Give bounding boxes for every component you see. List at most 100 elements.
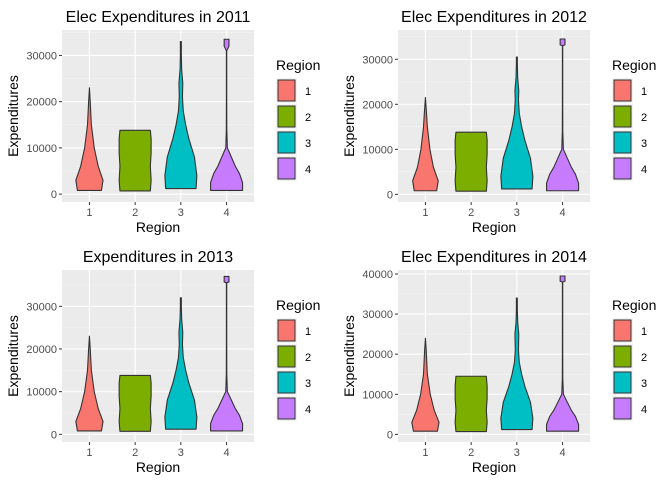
x-tick-label: 3 (178, 207, 184, 219)
legend-swatch-2 (613, 345, 632, 368)
legend-label-3: 3 (641, 138, 647, 150)
legend-label-4: 4 (641, 164, 647, 176)
chart-title: Elec Expenditures in 2011 (66, 9, 251, 26)
violin-region-4 (546, 38, 580, 192)
legend-label-2: 2 (641, 112, 647, 124)
x-tick-label: 4 (224, 207, 230, 219)
legend-swatch-1 (613, 79, 632, 102)
legend-swatch-4 (277, 157, 296, 180)
violin-region-3 (500, 56, 534, 190)
x-tick-label: 3 (514, 447, 520, 459)
chart-panel-2011: 0 10000 20000 30000 1 2 3 4 Elec Expenditures in… (0, 0, 336, 240)
legend-swatch-2 (277, 345, 296, 368)
y-tick-label: 30000 (362, 54, 393, 66)
violin-region-2 (454, 131, 488, 192)
x-tick-label: 2 (132, 207, 138, 219)
x-tick-label: 4 (560, 447, 566, 459)
legend-swatch-3 (613, 371, 632, 394)
y-tick-label: 30000 (26, 50, 57, 62)
chart-panel-2014: 0 10000 20000 30000 40000 1 2 3 4 Elec Expenditur… (336, 240, 672, 480)
violin-region-3 (164, 297, 198, 430)
x-tick-label: 3 (514, 207, 520, 219)
x-tick-label: 2 (468, 207, 474, 219)
violin-chart-2013: 0 10000 20000 30000 1 2 3 4 Expenditures in 2013… (5, 249, 320, 475)
x-axis-title: Region (472, 459, 516, 475)
y-axis-title: Expenditures (5, 315, 21, 397)
y-tick-label: 30000 (26, 301, 57, 313)
legend-label-2: 2 (641, 352, 647, 364)
violin-region-2 (118, 374, 152, 432)
violin-region-1 (411, 337, 440, 432)
legend-swatch-1 (613, 319, 632, 342)
x-tick-label: 2 (132, 447, 138, 459)
legend-label-3: 3 (641, 378, 647, 390)
y-tick-label: 10000 (26, 387, 57, 399)
y-axis-title: Expenditures (5, 75, 21, 157)
x-tick-label: 1 (422, 447, 428, 459)
legend-swatch-1 (277, 79, 296, 102)
y-tick-label: 10000 (26, 143, 57, 155)
violin-region-2 (118, 129, 152, 192)
violin-region-4 (210, 275, 244, 432)
legend-swatch-4 (613, 157, 632, 180)
violin-region-1 (75, 335, 104, 432)
y-tick-label: 10000 (362, 389, 393, 401)
legend-swatch-2 (613, 105, 632, 128)
violin-region-4 (546, 275, 580, 432)
y-tick-label: 10000 (362, 144, 393, 156)
violin-chart-2012: 0 10000 20000 30000 1 2 3 4 Elec Expenditures in… (341, 9, 656, 235)
x-tick-label: 1 (86, 447, 92, 459)
legend-title: Region (276, 297, 320, 313)
y-tick-label: 0 (387, 189, 393, 201)
y-axis-title: Expenditures (341, 315, 357, 397)
chart-panel-2012: 0 10000 20000 30000 1 2 3 4 Elec Expenditures in… (336, 0, 672, 240)
violin-region-1 (75, 87, 104, 191)
y-tick-label: 0 (51, 429, 57, 441)
legend-label-4: 4 (305, 164, 311, 176)
x-tick-label: 3 (178, 447, 184, 459)
violin-region-1 (412, 96, 439, 192)
legend-swatch-1 (277, 319, 296, 342)
legend-swatch-2 (277, 105, 296, 128)
legend-label-3: 3 (305, 378, 311, 390)
legend-swatch-3 (613, 131, 632, 154)
x-axis-title: Region (472, 219, 516, 235)
legend-label-1: 1 (641, 86, 647, 98)
legend-label-2: 2 (305, 352, 311, 364)
legend-swatch-4 (277, 397, 296, 420)
x-tick-label: 2 (468, 447, 474, 459)
y-axis-title: Expenditures (341, 75, 357, 157)
x-axis-title: Region (136, 219, 180, 235)
y-tick-label: 20000 (26, 344, 57, 356)
y-tick-label: 40000 (362, 269, 393, 281)
x-axis-title: Region (136, 459, 180, 475)
violin-region-4 (210, 38, 244, 191)
y-tick-label: 20000 (26, 97, 57, 109)
legend-label-4: 4 (641, 404, 647, 416)
chart-title: Elec Expenditures in 2014 (401, 249, 587, 266)
legend-swatch-4 (613, 397, 632, 420)
x-tick-label: 1 (422, 207, 428, 219)
violin-region-3 (164, 41, 198, 190)
y-tick-label: 0 (387, 429, 393, 441)
x-tick-label: 1 (86, 207, 92, 219)
legend-label-3: 3 (305, 138, 311, 150)
violin-region-3 (500, 297, 534, 431)
legend-swatch-3 (277, 371, 296, 394)
y-tick-label: 30000 (362, 309, 393, 321)
legend-swatch-3 (277, 131, 296, 154)
y-tick-label: 20000 (362, 349, 393, 361)
violin-chart-2014: 0 10000 20000 30000 40000 1 2 3 4 Elec Expenditur… (341, 249, 656, 475)
x-tick-label: 4 (560, 207, 566, 219)
y-tick-label: 20000 (362, 99, 393, 111)
legend-title: Region (612, 57, 656, 73)
legend-label-1: 1 (305, 326, 311, 338)
chart-title: Expenditures in 2013 (83, 249, 233, 266)
legend-title: Region (612, 297, 656, 313)
legend-title: Region (276, 57, 320, 73)
y-tick-label: 0 (51, 189, 57, 201)
violin-region-2 (454, 375, 488, 433)
violin-chart-2011: 0 10000 20000 30000 1 2 3 4 Elec Expenditures in… (5, 9, 320, 235)
legend-label-1: 1 (641, 326, 647, 338)
legend-label-4: 4 (305, 404, 311, 416)
